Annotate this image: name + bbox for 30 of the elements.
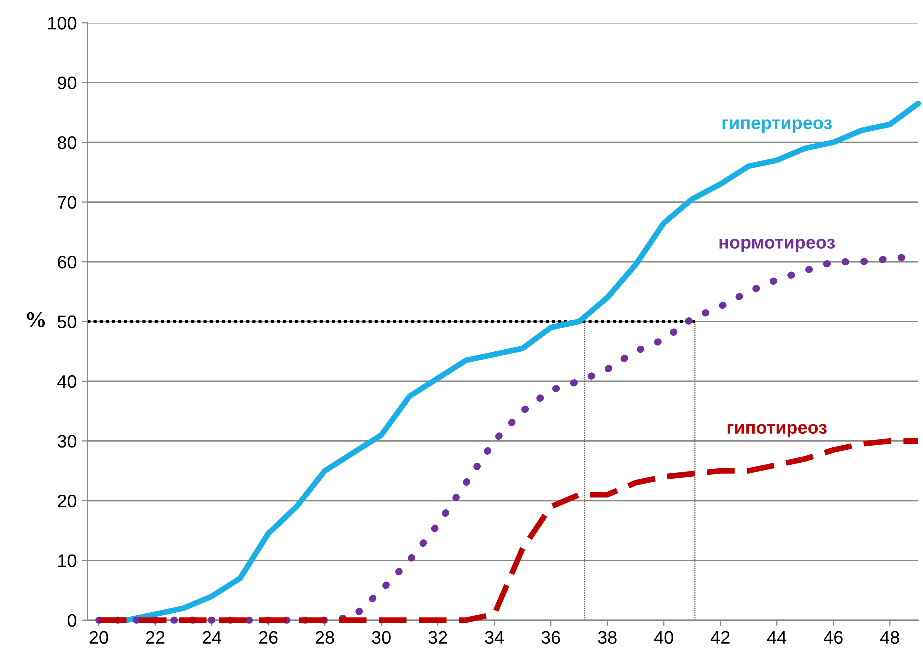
y-axis-title: % <box>27 312 46 328</box>
y-tick-label: 0 <box>68 614 77 628</box>
series-label: гипотиреоз <box>728 424 827 438</box>
series-label: нормотиреоз <box>720 239 836 253</box>
x-tick-label: 28 <box>316 631 334 644</box>
y-tick-label: 70 <box>58 196 77 210</box>
x-tick-label: 26 <box>259 631 278 644</box>
x-tick-label: 42 <box>710 631 730 644</box>
y-tick-label: 80 <box>58 136 77 150</box>
y-tick-label: 100 <box>48 17 77 30</box>
x-tick-label: 32 <box>428 631 448 644</box>
x-tick-label: 24 <box>202 631 222 644</box>
x-tick-label: 36 <box>542 631 560 644</box>
x-tick-label: 34 <box>485 631 504 644</box>
y-tick-label: 20 <box>58 494 77 508</box>
y-tick-label: 50 <box>58 316 77 328</box>
x-tick-label: 38 <box>598 631 617 644</box>
x-tick-label: 40 <box>654 631 674 644</box>
x-tick-label: 46 <box>824 631 843 644</box>
y-tick-label: 10 <box>58 554 77 568</box>
x-tick-label: 22 <box>146 631 165 644</box>
x-tick-label: 48 <box>880 631 900 644</box>
x-tick-label: 30 <box>372 631 391 644</box>
x-tick-label: 44 <box>767 631 787 644</box>
x-tick-label: 20 <box>90 631 108 644</box>
y-tick-label: 60 <box>58 256 77 269</box>
y-tick-label: 90 <box>58 76 77 90</box>
y-tick-label: 40 <box>58 375 77 388</box>
series-label: гипертиреоз <box>722 120 832 134</box>
y-tick-label: 30 <box>58 435 77 448</box>
